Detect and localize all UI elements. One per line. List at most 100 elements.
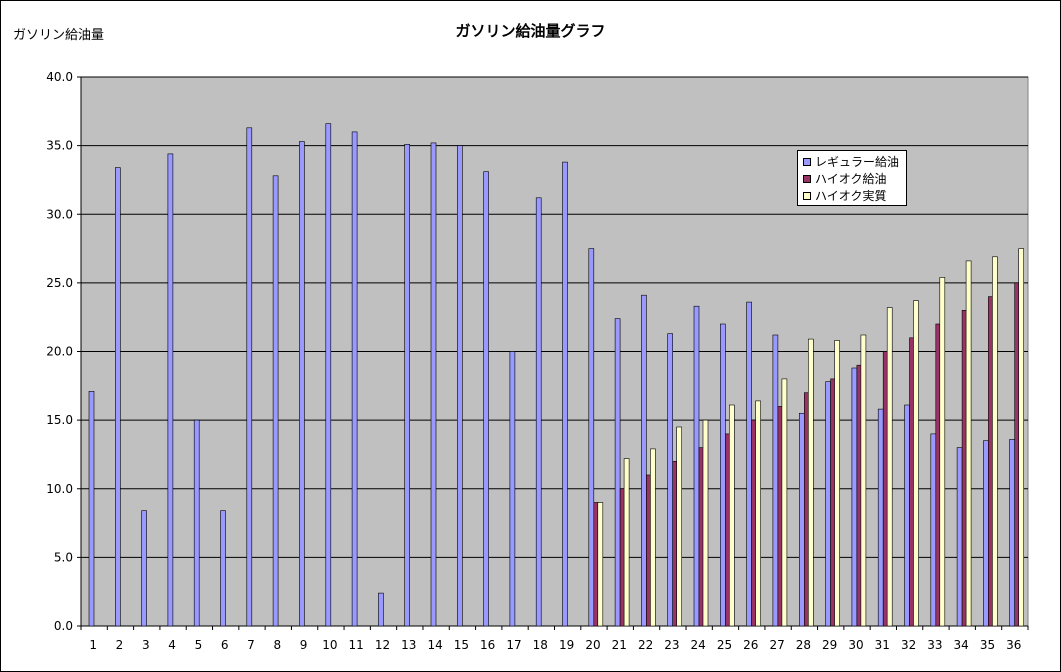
x-tick-label: 14: [427, 638, 442, 652]
bar-hioku-actual-30: [860, 334, 867, 627]
x-tick-label: 10: [322, 638, 337, 652]
bar-regular-35: [983, 440, 989, 627]
bar-regular-10: [325, 123, 332, 627]
y-tick-label: 15.0: [46, 413, 73, 427]
bar-regular-9: [299, 141, 305, 627]
bar-regular-33: [930, 433, 937, 627]
x-tick-label: 7: [247, 638, 255, 652]
x-tick-label: 11: [349, 638, 364, 652]
bar-hioku-actual-31: [886, 307, 893, 627]
x-tick-label: 6: [221, 638, 229, 652]
x-tick-label: 33: [927, 638, 942, 652]
x-tick-label: 30: [848, 638, 863, 652]
x-tick-label: 17: [506, 638, 521, 652]
x-tick-label: 21: [612, 638, 627, 652]
y-tick-label: 20.0: [46, 345, 73, 359]
bar-regular-18: [535, 197, 542, 627]
x-tick-label: 4: [168, 638, 176, 652]
bar-hioku-actual-28: [807, 338, 814, 627]
y-tick-label: 0.0: [54, 619, 73, 633]
bar-regular-23: [667, 333, 674, 627]
legend-swatch: [803, 157, 811, 166]
bar-hioku-actual-23: [676, 426, 683, 627]
y-tick-label: 35.0: [46, 139, 73, 153]
legend-label: ハイオク実質: [815, 189, 887, 203]
bar-hioku-actual-33: [939, 277, 946, 627]
bar-regular-28: [798, 412, 805, 627]
bar-regular-6: [220, 510, 226, 627]
x-tick-label: 32: [901, 638, 916, 652]
x-tick-label: 1: [89, 638, 97, 652]
y-tick-label: 5.0: [54, 550, 73, 564]
x-tick-label: 24: [691, 638, 706, 652]
x-tick-label: 3: [142, 638, 150, 652]
bar-regular-27: [772, 334, 779, 627]
bar-regular-29: [825, 381, 831, 627]
x-tick-label: 28: [796, 638, 811, 652]
x-tick-label: 19: [559, 638, 574, 652]
bar-regular-7: [246, 127, 253, 627]
chart-title: ガソリン給油量グラフ: [455, 22, 606, 40]
x-tick-label: 8: [273, 638, 281, 652]
bar-regular-36: [1009, 438, 1016, 627]
x-tick-label: 25: [717, 638, 732, 652]
x-tick-label: 20: [585, 638, 600, 652]
bar-regular-17: [509, 351, 516, 627]
bar-regular-19: [562, 161, 568, 627]
legend-item: ハイオク給油: [803, 170, 906, 187]
bar-regular-34: [956, 447, 963, 627]
x-tick-label: 29: [822, 638, 837, 652]
bar-regular-2: [115, 167, 121, 627]
bar-regular-21: [614, 318, 621, 627]
bar-regular-3: [141, 510, 147, 627]
legend-item: レギュラー給油: [803, 153, 906, 170]
bar-regular-32: [904, 404, 910, 627]
bar-hioku-actual-26: [755, 400, 761, 627]
bar-hioku-actual-35: [992, 256, 998, 627]
x-tick-label: 27: [769, 638, 784, 652]
bar-regular-5: [193, 419, 200, 627]
x-tick-label: 34: [954, 638, 969, 652]
bar-regular-24: [693, 305, 700, 627]
bar-regular-11: [351, 131, 358, 627]
bar-regular-16: [483, 171, 489, 627]
x-tick-label: 22: [638, 638, 653, 652]
bar-regular-1: [88, 390, 95, 627]
x-tick-label: 35: [980, 638, 995, 652]
x-tick-label: 15: [454, 638, 469, 652]
x-tick-label: 16: [480, 638, 495, 652]
legend: レギュラー給油 ハイオク給油 ハイオク実質: [797, 150, 907, 206]
legend-label: ハイオク給油: [815, 172, 887, 186]
bar-regular-26: [746, 301, 752, 627]
bar-hioku-actual-21: [623, 458, 630, 627]
legend-swatch: [803, 174, 811, 183]
legend-swatch: [803, 191, 811, 200]
bar-hioku-actual-24: [702, 419, 709, 627]
bar-regular-12: [378, 592, 384, 627]
y-tick-label: 25.0: [46, 276, 73, 290]
y-tick-label: 30.0: [46, 207, 73, 221]
bar-regular-13: [404, 144, 411, 627]
y-tick-label: 40.0: [46, 70, 73, 84]
x-tick-label: 23: [664, 638, 679, 652]
bar-hioku-actual-22: [650, 448, 656, 627]
bar-regular-20: [588, 248, 595, 627]
x-tick-label: 18: [533, 638, 548, 652]
bar-regular-4: [167, 153, 174, 627]
bar-regular-22: [641, 294, 647, 627]
bar-regular-15: [456, 145, 463, 627]
bar-hioku-actual-25: [728, 404, 735, 627]
bar-hioku-actual-20: [597, 502, 604, 627]
bar-hioku-actual-34: [965, 260, 972, 627]
bar-hioku-actual-29: [834, 340, 840, 627]
bar-regular-30: [851, 367, 858, 627]
legend-label: レギュラー給油: [815, 155, 900, 169]
legend-item: ハイオク実質: [803, 187, 906, 204]
y-axis-label: ガソリン給油量: [13, 28, 105, 43]
x-tick-label: 5: [195, 638, 203, 652]
x-tick-label: 9: [300, 638, 308, 652]
bar-hioku-actual-32: [913, 300, 919, 627]
x-tick-label: 36: [1006, 638, 1021, 652]
x-tick-label: 31: [875, 638, 890, 652]
